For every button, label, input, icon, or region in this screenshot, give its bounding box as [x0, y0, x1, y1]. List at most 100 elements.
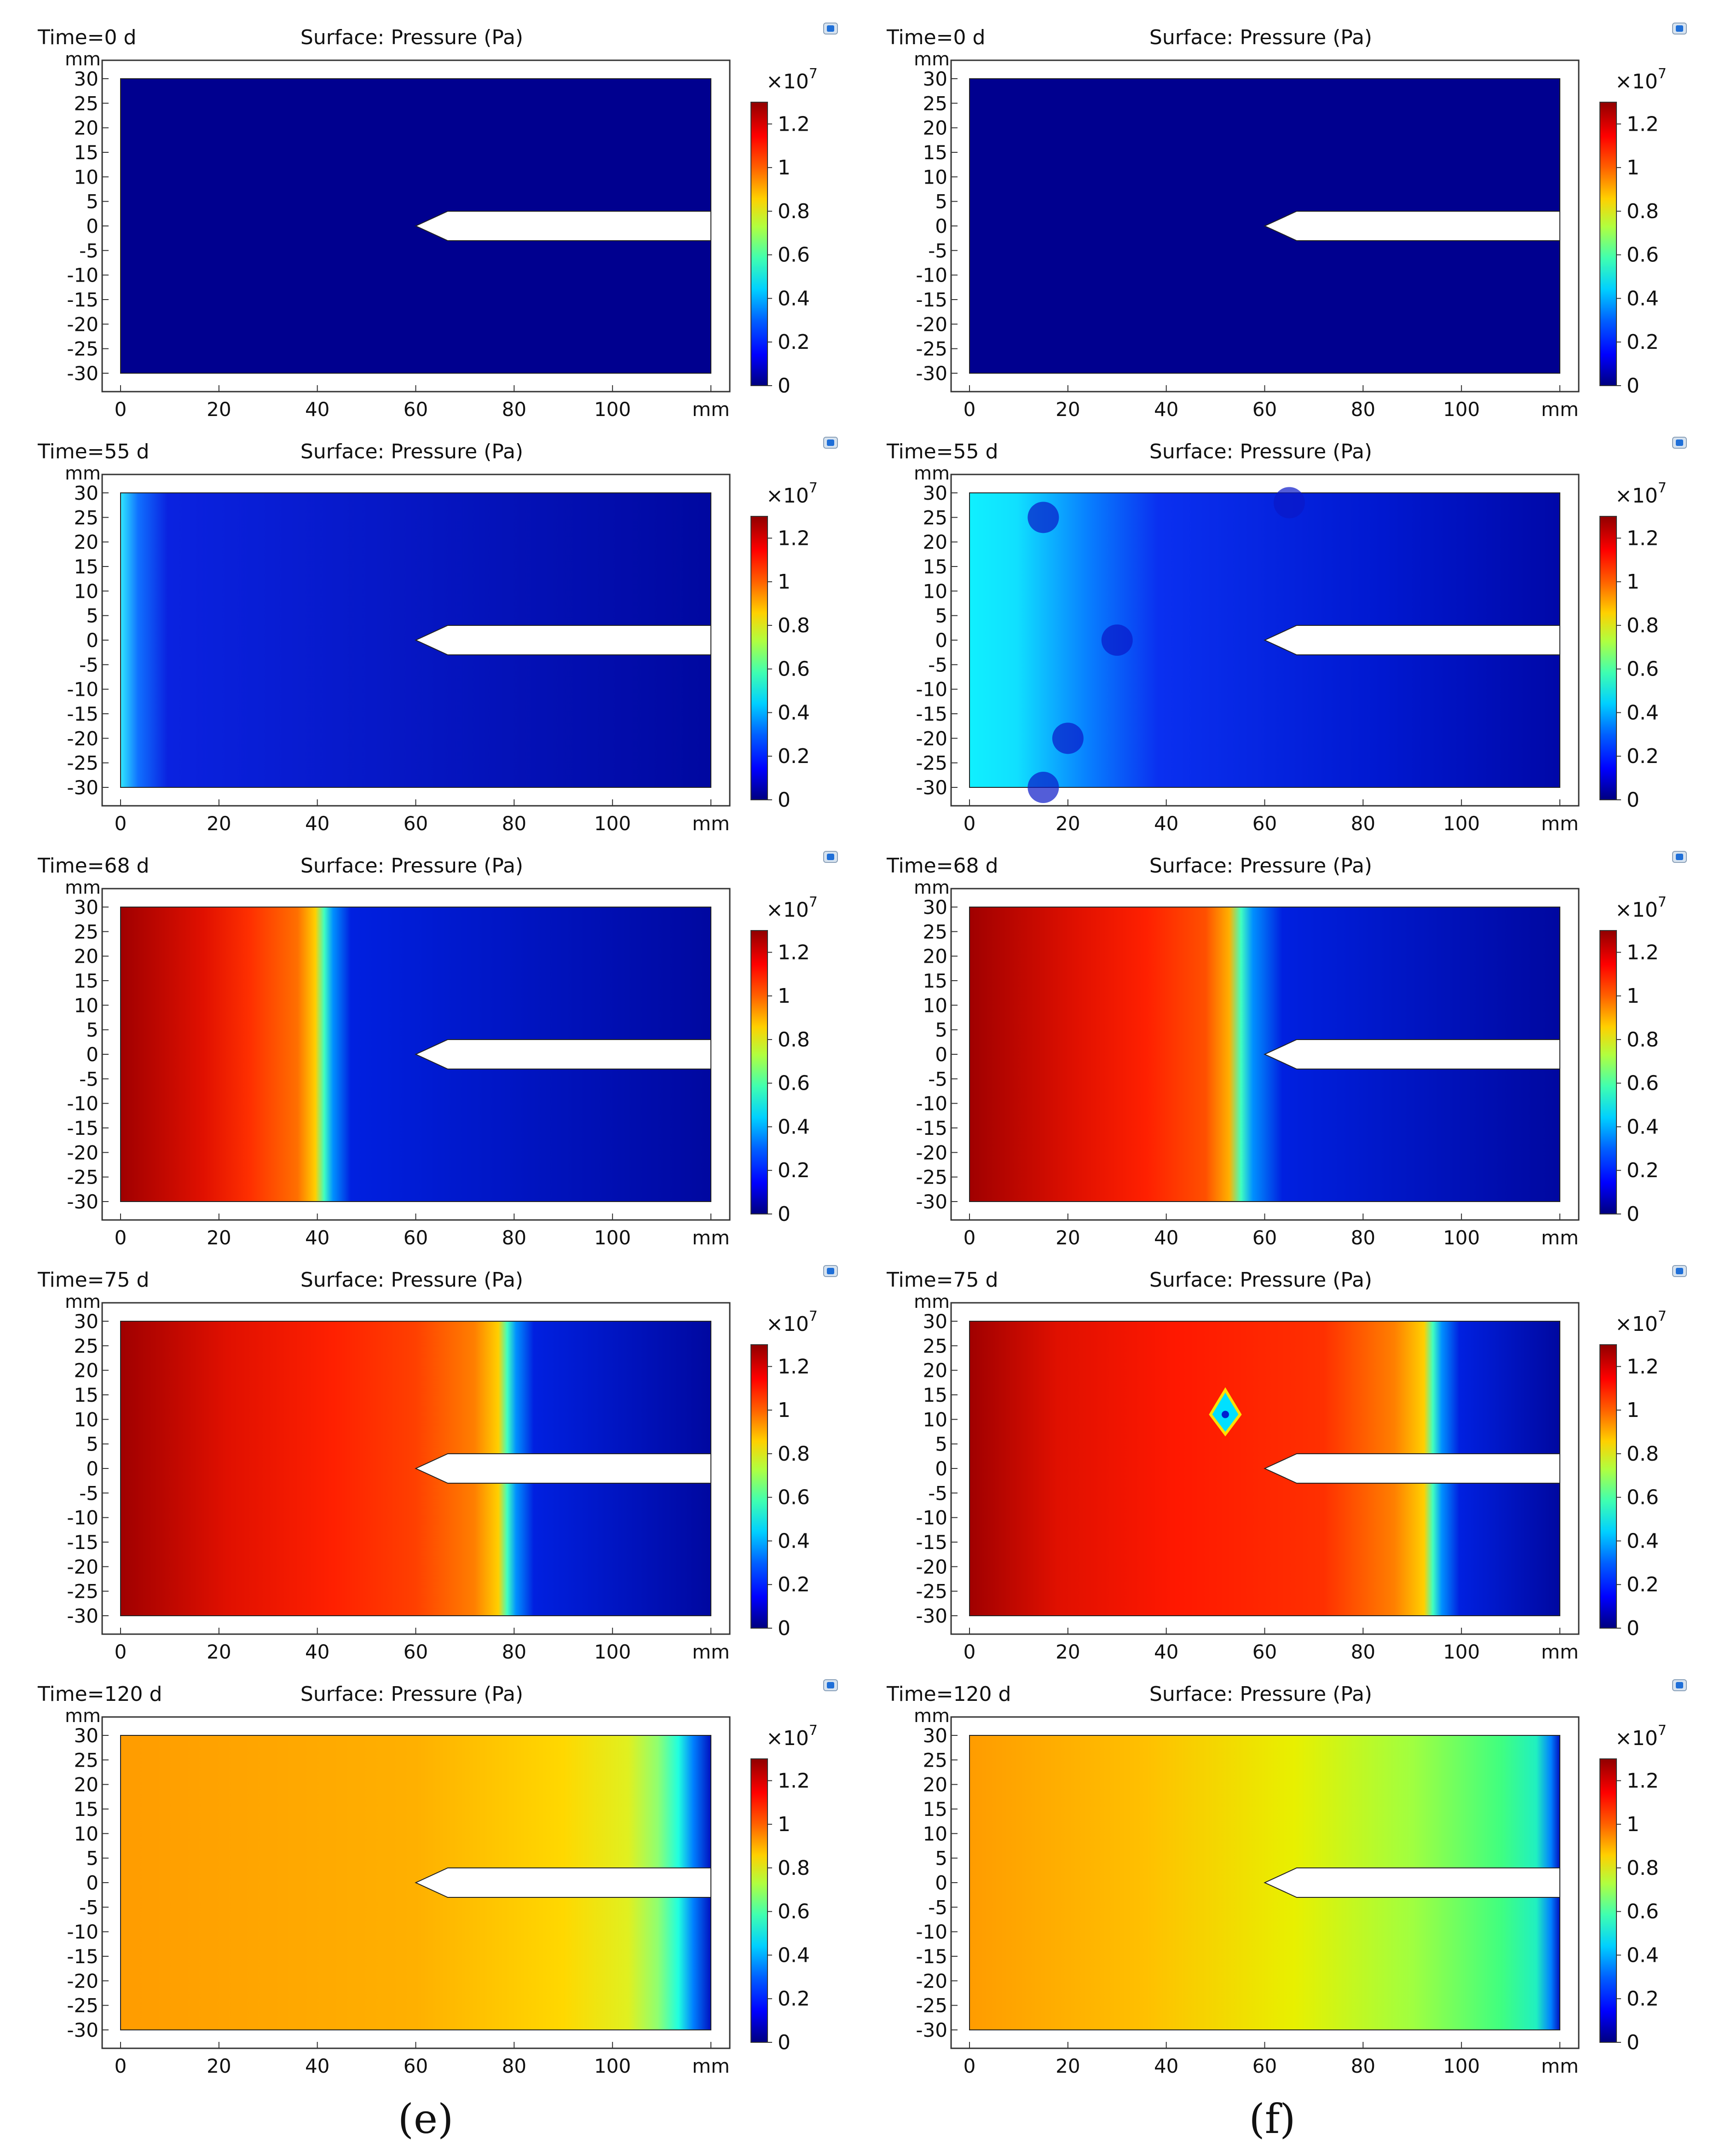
y-tick-label: -30 — [67, 1191, 98, 1213]
colorbar-tick-label: 0.6 — [778, 1900, 810, 1924]
y-tick-label: -25 — [67, 1580, 98, 1603]
colorbar-tick-label: 0 — [1627, 788, 1639, 812]
colorbar-tick-label: 0.6 — [1627, 1486, 1659, 1509]
x-tick-label: 40 — [1154, 812, 1178, 835]
y-tick-label: 20 — [923, 117, 947, 139]
x-tick-label: 20 — [207, 1226, 231, 1249]
x-tick-label: 0 — [115, 1641, 127, 1663]
colorbar-tick-label: 1 — [1627, 156, 1639, 179]
pocket-center — [1221, 1410, 1229, 1418]
x-tick-label: 0 — [115, 812, 127, 835]
x-tick-label: 80 — [1351, 812, 1375, 835]
y-tick-label: -30 — [916, 2019, 947, 2041]
colorbar-multiplier: ×107 — [1615, 1722, 1667, 1750]
x-tick-label: 20 — [1056, 2055, 1080, 2077]
x-tick-label: 100 — [594, 398, 631, 421]
x-tick-label: mm — [1541, 2055, 1579, 2077]
x-tick-label: 80 — [1351, 2055, 1375, 2077]
y-tick-label: 0 — [86, 629, 98, 652]
y-tick-label: 20 — [923, 1774, 947, 1796]
y-tick-label: 15 — [923, 1384, 947, 1406]
notch — [1264, 1039, 1560, 1069]
x-tick-label: mm — [692, 1641, 730, 1663]
y-tick-label: -15 — [67, 1945, 98, 1968]
colorbar-tick-label: 1 — [1627, 1813, 1639, 1836]
plot-title: Surface: Pressure (Pa) — [300, 26, 523, 49]
y-tick-label: 0 — [935, 629, 947, 652]
y-tick-label: 20 — [74, 1359, 98, 1382]
y-tick-label: 5 — [86, 1433, 98, 1456]
colorbar-tick-label: 0 — [778, 1202, 791, 1226]
y-tick-label: -10 — [916, 1921, 947, 1943]
x-tick-label: 20 — [1056, 1226, 1080, 1249]
colorbar-tick-label: 0.6 — [778, 1486, 810, 1509]
colorbar-tick-label: 0.4 — [1627, 1115, 1659, 1139]
colorbar-tick-label: 0.8 — [1627, 614, 1659, 637]
time-label: Time=0 d — [37, 26, 136, 49]
colorbar — [1599, 102, 1617, 386]
comsol-logo-icon — [1672, 23, 1687, 35]
y-tick-label: -25 — [916, 1994, 947, 2017]
x-tick-label: 60 — [404, 1226, 428, 1249]
time-label: Time=55 d — [886, 440, 998, 463]
x-tick-label: 40 — [1154, 398, 1178, 421]
y-tick-label: 20 — [74, 117, 98, 139]
y-tick-label: -15 — [67, 1531, 98, 1554]
y-tick-label: -20 — [916, 727, 947, 750]
colorbar-tick-label: 1 — [778, 1813, 791, 1836]
colorbar-tick-label: 1.2 — [778, 526, 810, 550]
colorbar-tick-label: 1 — [1627, 1399, 1639, 1422]
y-tick-label: 15 — [923, 1798, 947, 1821]
y-tick-label: -20 — [67, 1555, 98, 1578]
y-tick-label: -15 — [916, 1945, 947, 1968]
low-pressure-blob — [1027, 772, 1059, 803]
y-tick-label: 25 — [923, 1335, 947, 1357]
colorbar-tick-label: 0.6 — [1627, 243, 1659, 267]
plot-title: Surface: Pressure (Pa) — [1149, 26, 1372, 49]
y-tick-label: -30 — [916, 1191, 947, 1213]
x-tick-label: 60 — [404, 398, 428, 421]
y-tick-label: 30 — [923, 68, 947, 90]
x-tick-label: 100 — [594, 812, 631, 835]
x-tick-label: 60 — [404, 812, 428, 835]
x-tick-label: 40 — [1154, 1641, 1178, 1663]
y-tick-label: 5 — [935, 1433, 947, 1456]
y-tick-label: -30 — [67, 776, 98, 799]
panel-e-55d: Time=55 d Surface: Pressure (Pa)mm3025201… — [37, 437, 838, 835]
y-tick-label: 20 — [923, 945, 947, 968]
y-tick-label: 30 — [74, 482, 98, 504]
colorbar-tick-label: 0.6 — [778, 1072, 810, 1095]
colorbar-tick-label: 0.4 — [778, 1943, 810, 1967]
colorbar — [750, 1344, 768, 1629]
comsol-logo-icon — [1672, 437, 1687, 449]
x-tick-label: 100 — [1443, 1641, 1480, 1663]
y-tick-label: -20 — [67, 313, 98, 335]
x-tick-label: 0 — [964, 2055, 976, 2077]
colorbar-tick-label: 1 — [778, 984, 791, 1008]
y-tick-label: -10 — [916, 1092, 947, 1115]
x-tick-label: 0 — [964, 398, 976, 421]
colorbar-multiplier: ×107 — [766, 480, 818, 508]
colorbar-tick-label: 1 — [778, 570, 791, 594]
y-tick-label: -5 — [79, 1482, 98, 1504]
colorbar-tick-label: 0.6 — [778, 658, 810, 681]
colorbar-tick-label: 0.6 — [1627, 1072, 1659, 1095]
notch — [1264, 1453, 1560, 1484]
y-tick-label: -10 — [67, 1092, 98, 1115]
notch — [415, 1039, 711, 1069]
y-tick-label: 0 — [935, 215, 947, 237]
y-tick-label: -5 — [79, 239, 98, 262]
colorbar-tick-label: 0 — [778, 374, 791, 398]
y-tick-label: 0 — [935, 1043, 947, 1066]
y-tick-label: 0 — [86, 1457, 98, 1480]
colorbar-tick-label: 0.4 — [1627, 701, 1659, 724]
comsol-logo-icon — [1672, 1679, 1687, 1691]
colorbar-multiplier: ×107 — [766, 1308, 818, 1336]
y-tick-label: 20 — [923, 1359, 947, 1382]
time-label: Time=55 d — [37, 440, 149, 463]
colorbar-tick-label: 0.4 — [778, 1529, 810, 1553]
x-tick-label: 20 — [1056, 812, 1080, 835]
y-tick-label: 10 — [923, 580, 947, 602]
x-tick-label: 60 — [404, 1641, 428, 1663]
